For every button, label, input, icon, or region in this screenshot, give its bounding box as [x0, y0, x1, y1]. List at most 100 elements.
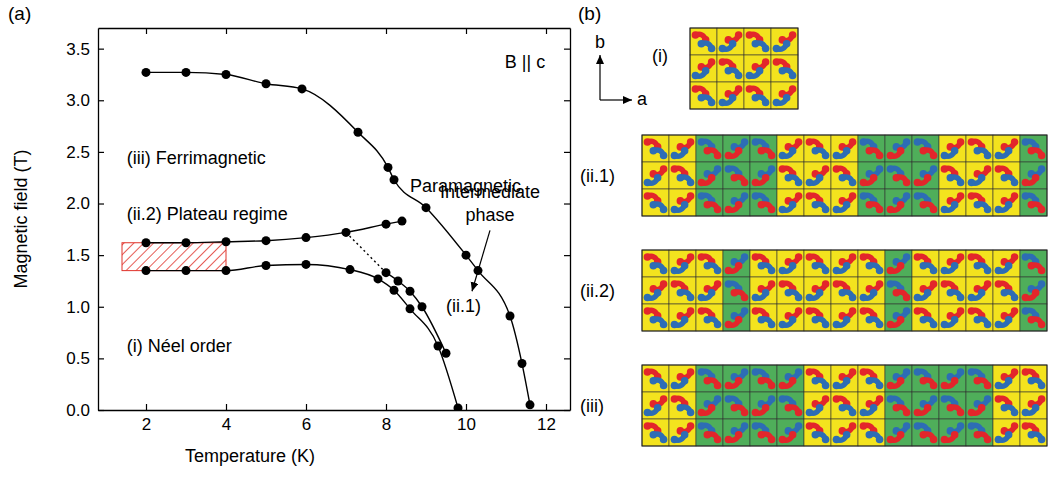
dumbbell-end: [984, 152, 992, 160]
dumbbell: [866, 262, 884, 274]
dumbbell: [812, 147, 830, 159]
dumbbell-end: [833, 280, 841, 288]
y-tick-mark: [98, 203, 104, 204]
dumbbell-end: [741, 368, 749, 376]
dumbbell-end: [779, 321, 787, 329]
dumbbell-end: [725, 152, 733, 160]
dumbbell: [839, 174, 857, 186]
data-point: [462, 251, 471, 260]
dumbbell-end: [741, 179, 749, 187]
data-point: [384, 163, 393, 172]
dumbbell-end: [951, 377, 959, 385]
dumbbell-end: [752, 307, 760, 315]
domain-cell: [696, 162, 723, 189]
dumbbell: [833, 262, 851, 274]
dumbbell: [893, 174, 911, 186]
dumbbell-end: [897, 201, 905, 209]
data-point: [518, 359, 527, 368]
domain-cell: [669, 304, 696, 331]
dumbbell: [941, 147, 959, 159]
dumbbell: [704, 147, 722, 159]
dumbbell: [920, 431, 938, 443]
data-point: [302, 260, 311, 269]
dumbbell-end: [941, 206, 949, 214]
dumbbell-end: [974, 431, 982, 439]
domain-cell: [939, 162, 966, 189]
dumbbell-end: [968, 192, 976, 200]
dumbbell-end: [957, 368, 965, 376]
dumbbell-end: [860, 409, 868, 417]
dumbbell-end: [1028, 147, 1036, 155]
dumbbell: [914, 404, 932, 416]
y-axis-line: [98, 29, 99, 411]
dumbbell-end: [741, 253, 749, 261]
domain-cell: [696, 304, 723, 331]
domain-cell: [912, 162, 939, 189]
x-tick-mark: [306, 404, 307, 410]
dumbbell-end: [812, 147, 820, 155]
dumbbell-end: [860, 294, 868, 302]
dumbbell: [920, 262, 938, 274]
dumbbell-end: [660, 280, 668, 288]
dumbbell: [866, 316, 884, 328]
dumbbell-end: [843, 377, 851, 385]
dumbbell: [725, 316, 743, 328]
domain-cell: [993, 419, 1020, 446]
domain-cell: [912, 365, 939, 392]
dumbbell-end: [681, 431, 689, 439]
domain-cell: [804, 419, 831, 446]
dumbbell-end: [708, 45, 716, 53]
dumbbell: [779, 67, 797, 79]
domain-cell: [831, 277, 858, 304]
y-tick: 2.0: [66, 194, 104, 213]
dumbbell-end: [752, 422, 760, 430]
dumbbell-end: [816, 174, 824, 182]
dumbbell: [1022, 289, 1040, 301]
dumbbell: [974, 201, 992, 213]
dumbbell: [644, 289, 662, 301]
dumbbell-end: [735, 72, 743, 80]
domain-cell: [723, 135, 750, 162]
dumbbell-end: [903, 409, 911, 417]
dumbbell-end: [752, 368, 760, 376]
dumbbell-end: [822, 267, 830, 275]
annotation-arrow: [472, 230, 490, 291]
dumbbell-end: [746, 85, 754, 93]
dumbbell-end: [897, 147, 905, 155]
domain-cell: [885, 392, 912, 419]
dumbbell-end: [671, 436, 679, 444]
dumbbell: [947, 174, 965, 186]
y-tick: 2.5: [66, 143, 104, 162]
domain-cell: [885, 304, 912, 331]
y-right-tick: [564, 49, 570, 50]
y-tick-label: 0.5: [66, 349, 90, 368]
dumbbell-end: [768, 165, 776, 173]
y-tick-label: 2.5: [66, 143, 90, 162]
x-top-tick-mark: [226, 28, 227, 34]
dumbbell-end: [650, 316, 658, 324]
dumbbell: [644, 174, 662, 186]
dumbbell-end: [816, 404, 824, 412]
domain-cell: [669, 277, 696, 304]
dumbbell: [725, 262, 743, 274]
dumbbell-end: [903, 192, 911, 200]
dumbbell-end: [1028, 201, 1036, 209]
dumbbell-end: [914, 294, 922, 302]
phase-boundary: [346, 232, 386, 272]
dumbbell-end: [849, 307, 857, 315]
domain-cell: [966, 392, 993, 419]
dumbbell-end: [719, 45, 727, 53]
x-top-tick: [226, 28, 227, 34]
dumbbell-end: [1011, 307, 1019, 315]
dumbbell-end: [795, 409, 803, 417]
dumbbell-end: [957, 192, 965, 200]
dumbbell-end: [984, 267, 992, 275]
dumbbell-end: [1005, 377, 1013, 385]
dumbbell-end: [762, 174, 770, 182]
dumbbell-end: [650, 431, 658, 439]
domain-cell: [804, 135, 831, 162]
dumbbell: [1028, 316, 1046, 328]
dumbbell: [920, 147, 938, 159]
dumbbell-end: [644, 307, 652, 315]
dumbbell: [833, 377, 851, 389]
